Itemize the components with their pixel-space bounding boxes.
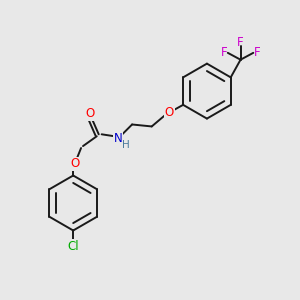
Text: O: O bbox=[70, 157, 80, 170]
Text: O: O bbox=[165, 106, 174, 119]
Text: F: F bbox=[237, 35, 244, 49]
Text: O: O bbox=[85, 107, 94, 120]
Text: H: H bbox=[122, 140, 130, 150]
Text: N: N bbox=[114, 132, 123, 145]
Text: Cl: Cl bbox=[68, 240, 79, 253]
Text: F: F bbox=[220, 46, 227, 59]
Text: F: F bbox=[254, 46, 260, 59]
